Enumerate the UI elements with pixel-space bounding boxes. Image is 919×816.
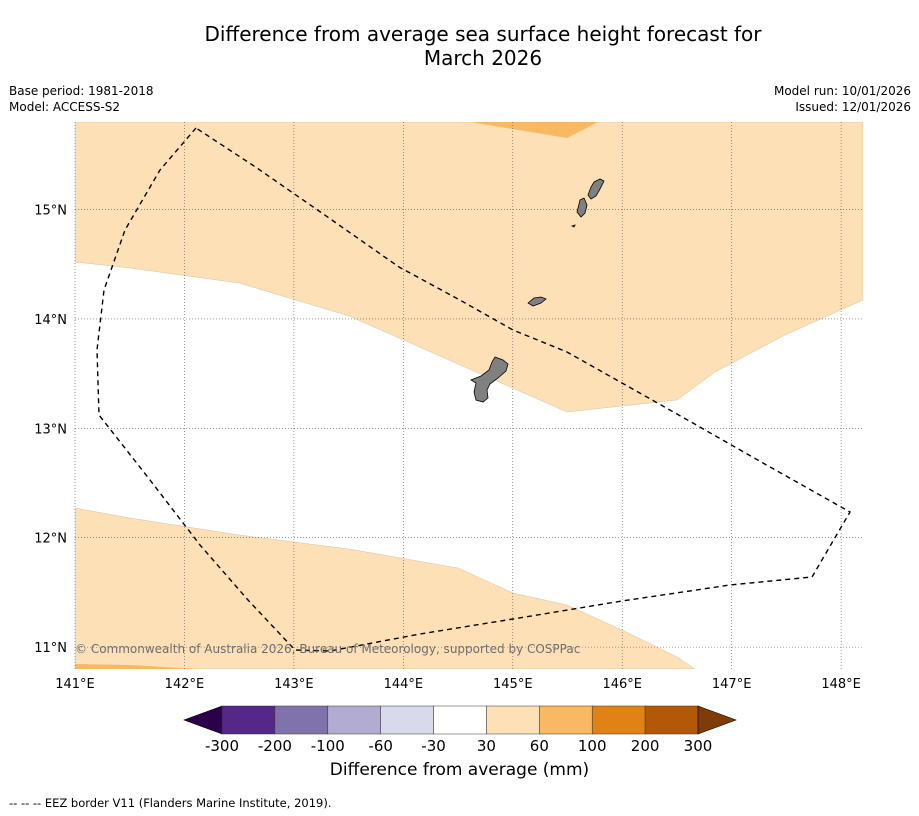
issued-date: Issued: 12/01/2026 [795,100,911,114]
colorbar-tick-label: 100 [578,737,607,755]
lon-label: 147°E [712,677,752,692]
lat-label: 13°N [34,422,67,437]
colorbar-tick-label: -60 [368,737,393,755]
colorbar-tick-label: -100 [311,737,345,755]
footer-note: -- -- -- EEZ border V11 (Flanders Marine… [9,796,332,810]
model-name: Model: ACCESS-S2 [9,100,121,114]
island-tinian [576,197,588,218]
islands [470,178,605,403]
colorbar-tick-label: -200 [258,737,292,755]
colorbar: -300 -200 -100 -60 -30 30 60 100 200 300 [183,705,737,755]
colorbar-tick-label: 200 [631,737,660,755]
colorbar-bin [644,705,699,735]
latitude-labels: 11°N 12°N 13°N 14°N 15°N [34,204,67,657]
island-rota [527,296,547,307]
anomaly-fields [75,122,863,669]
lon-label: 148°E [821,677,861,692]
colorbar-tick-label: 300 [684,737,713,755]
island-guam [470,356,509,403]
model-run: Model run: 10/01/2026 [773,84,911,98]
colorbar-under-arrow [183,705,223,735]
map-title: Difference from average sea surface heig… [120,22,846,70]
colorbar-bin [274,705,329,735]
lon-label: 142°E [165,677,205,692]
colorbar-tick-label: 30 [477,737,496,755]
lat-label: 14°N [34,313,67,328]
colorbar-over-arrow [697,705,737,735]
colorbar-bin [539,705,593,735]
lon-label: 146°E [602,677,642,692]
anomaly-region-north [75,122,863,413]
map-title-line2: March 2026 [423,46,543,70]
colorbar-bin [433,705,487,735]
colorbar-tick-label: -300 [205,737,239,755]
anomaly-region-south-60-100 [75,664,200,669]
longitude-labels: 141°E 142°E 143°E 144°E 145°E 146°E 147°E 148°E [55,677,861,692]
lon-label: 143°E [274,677,314,692]
island-saipan [587,178,605,200]
meta-left: Base period: 1981-2018 Model: ACCESS-S2 [9,83,154,115]
graticule [74,122,863,669]
lon-label: 144°E [384,677,424,692]
base-period: Base period: 1981-2018 [9,84,154,98]
lon-label: 141°E [55,677,95,692]
meta-right: Model run: 10/01/2026 Issued: 12/01/2026 [774,83,911,115]
island-aguijan [570,224,576,228]
anomaly-region-north-60-100 [470,122,598,138]
copyright-text: © Commonwealth of Australia 2026, Bureau… [75,642,580,656]
colorbar-tick-label: 60 [530,737,549,755]
lat-label: 12°N [34,532,67,547]
colorbar-bin [591,705,646,735]
colorbar-label: Difference from average (mm) [329,760,590,780]
colorbar-bin [486,705,540,735]
colorbar-tick-label: -30 [421,737,446,755]
lat-label: 15°N [34,204,67,219]
lon-label: 145°E [493,677,533,692]
colorbar-bin [380,705,434,735]
map-title-line1: Difference from average sea surface heig… [204,22,762,46]
colorbar-bin [327,705,381,735]
anomaly-region-south [75,507,696,669]
colorbar-bin [221,705,276,735]
lat-label: 11°N [34,641,67,656]
